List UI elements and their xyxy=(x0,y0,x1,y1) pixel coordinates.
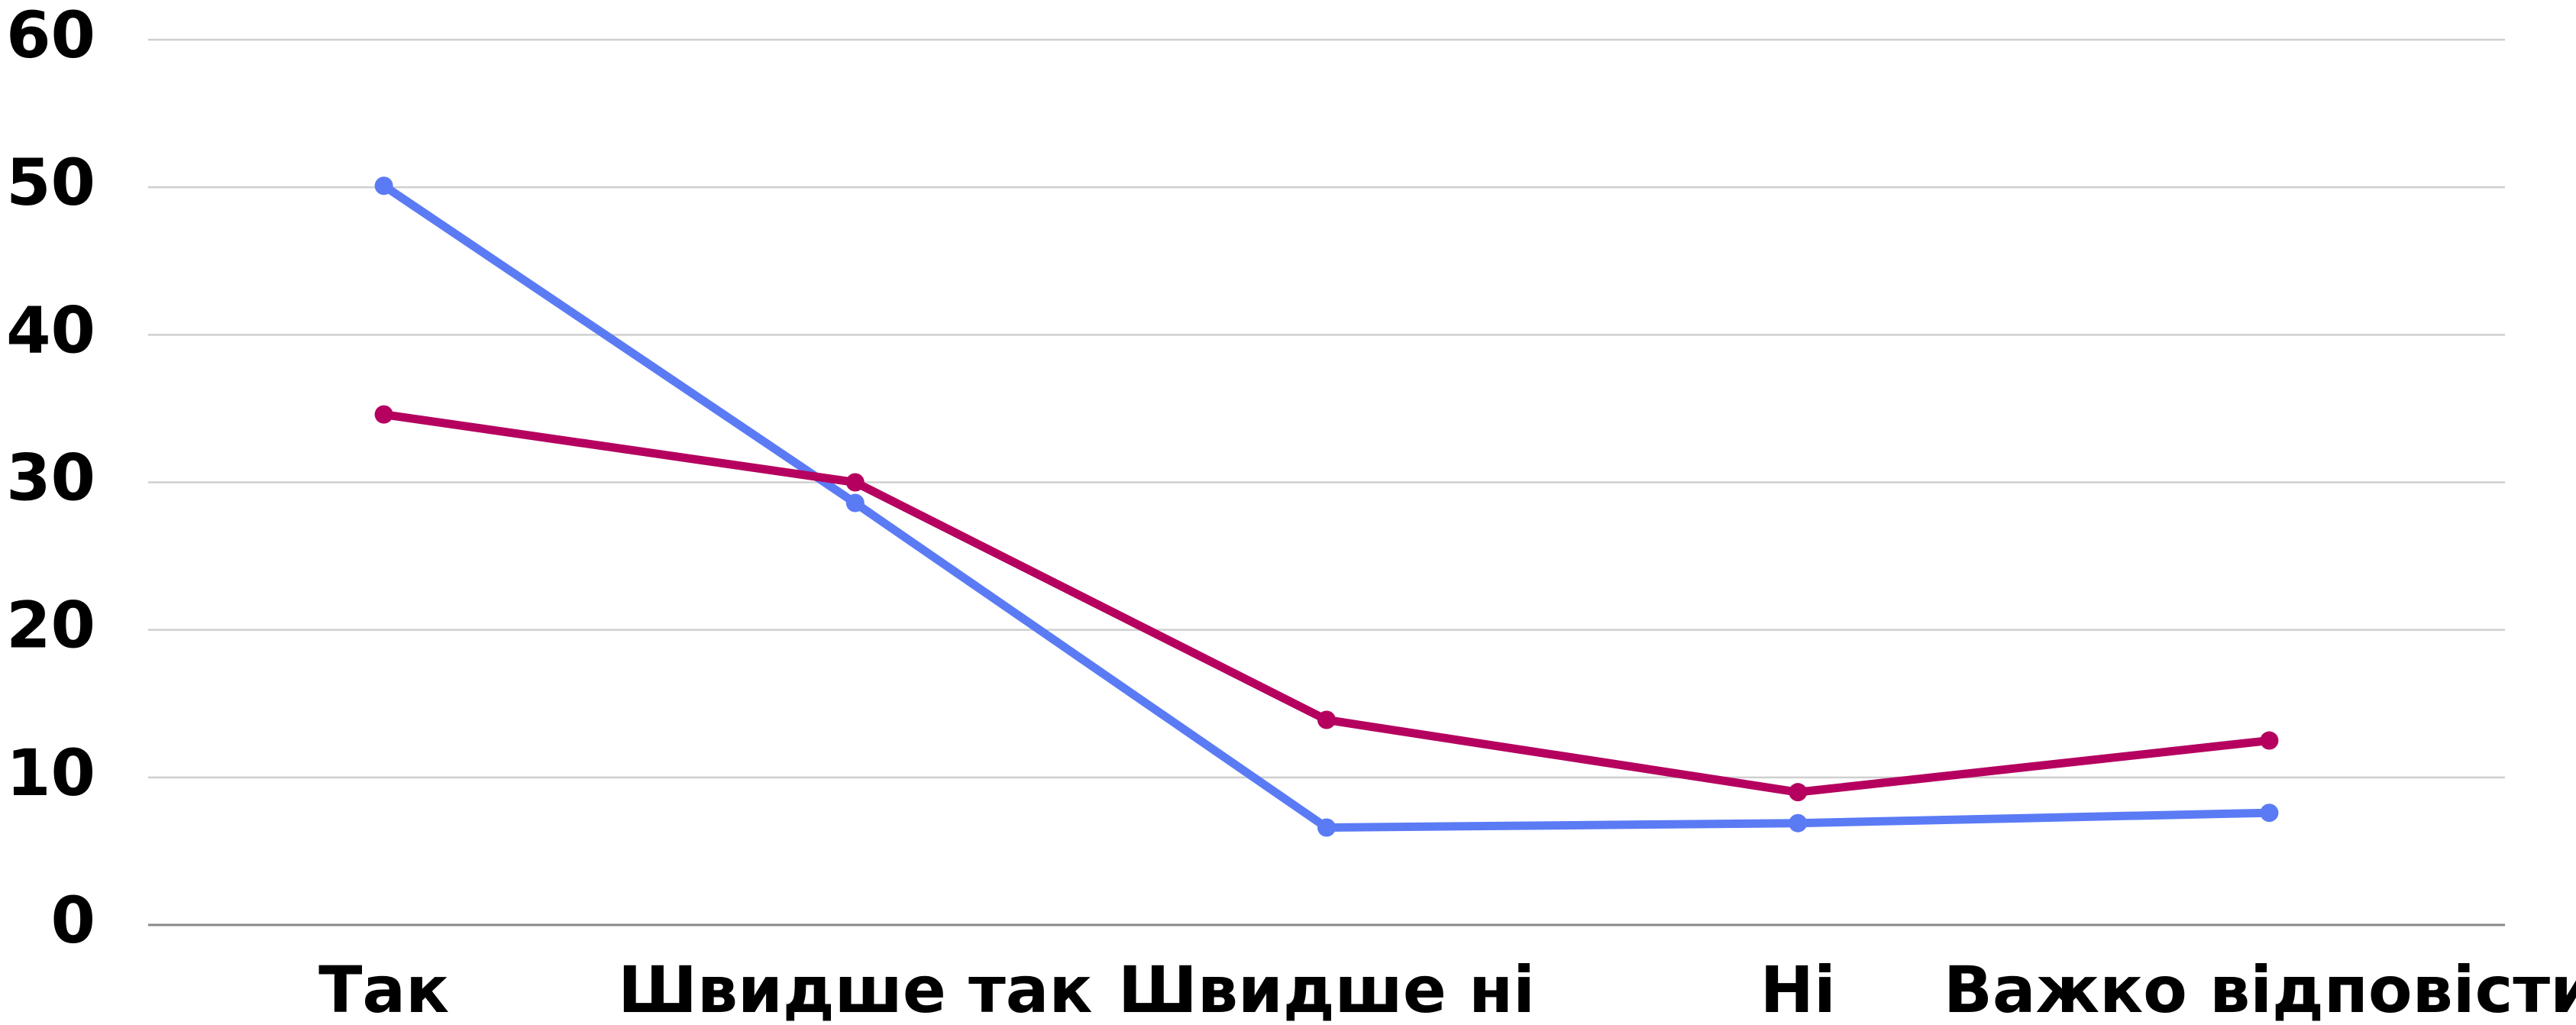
data-point xyxy=(374,405,393,424)
data-point xyxy=(1789,813,1808,833)
x-tick-label: Важко відповісти xyxy=(1944,952,2576,1025)
data-point xyxy=(845,473,865,492)
y-tick-label: 30 xyxy=(6,440,95,515)
data-point xyxy=(845,493,865,512)
x-tick-label: Швидше ні xyxy=(1118,952,1535,1025)
series-line xyxy=(381,182,2270,833)
x-tick-label: Швидше так xyxy=(618,952,1092,1025)
y-tick-label: 0 xyxy=(51,883,95,958)
y-tick-label: 20 xyxy=(6,588,95,663)
data-point xyxy=(374,176,393,196)
data-point xyxy=(1789,783,1808,802)
y-tick-label: 40 xyxy=(6,293,95,367)
x-tick-label: Ні xyxy=(1760,952,1836,1025)
y-tick-label: 50 xyxy=(6,145,95,220)
data-point xyxy=(2260,731,2279,750)
series-line xyxy=(383,410,2270,797)
x-tick-label: Так xyxy=(318,952,449,1025)
data-point xyxy=(2260,804,2279,823)
data-point xyxy=(1317,710,1336,729)
y-tick-label: 60 xyxy=(6,0,95,73)
y-tick-label: 10 xyxy=(6,736,95,810)
data-point xyxy=(1317,818,1336,837)
